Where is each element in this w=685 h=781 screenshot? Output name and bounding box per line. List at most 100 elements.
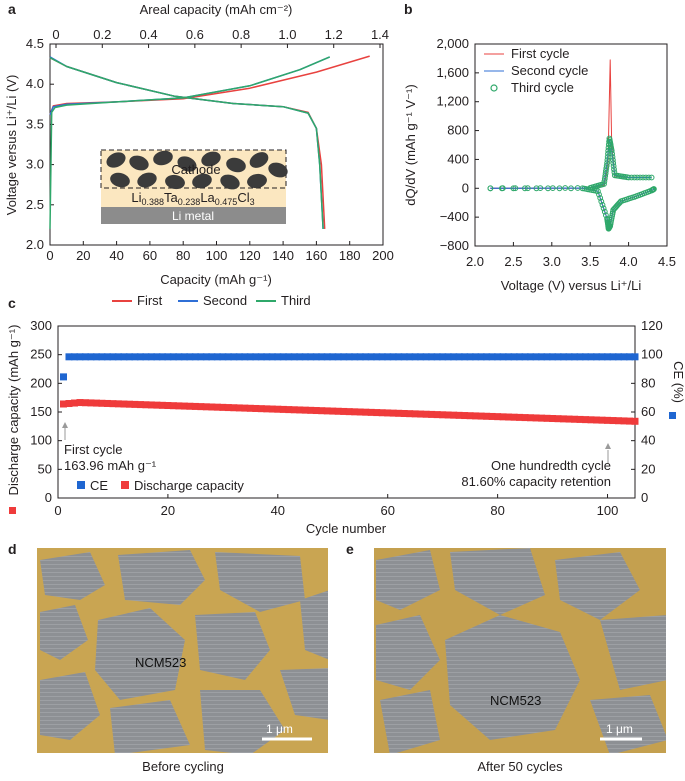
- ce-point: [560, 353, 568, 361]
- ce-point: [109, 353, 117, 361]
- panel-letter-b: b: [404, 1, 413, 17]
- sem-d-grain: [40, 605, 88, 660]
- discharge-capacity-point: [208, 403, 216, 411]
- electrolyte-formula: Li0.388Ta0.238La0.475Cl3: [131, 190, 254, 207]
- ce-point: [527, 353, 535, 361]
- third-cycle-marker: [605, 147, 612, 154]
- ce-point: [626, 353, 634, 361]
- third-cycle-marker: [599, 202, 606, 208]
- cathode-particle: [201, 151, 221, 167]
- discharge-capacity-point: [213, 403, 221, 411]
- ce-point: [494, 353, 502, 361]
- ce-point: [483, 353, 491, 361]
- dqdv-chart: 2.0 2.5 3.0 3.5 4.0 4.5 −800 −400 0 400 800 1,200 1…: [403, 36, 676, 293]
- discharge-capacity-point: [224, 404, 232, 412]
- x-tick-label-c: 20: [161, 503, 175, 518]
- cathode-particle: [129, 155, 149, 171]
- discharge-capacity-point: [351, 408, 359, 416]
- discharge-capacity-point: [158, 401, 166, 409]
- ce-point: [125, 353, 133, 361]
- discharge-capacity-point: [312, 407, 320, 415]
- ce-point: [318, 353, 326, 361]
- annotation-hundredth-line2: 81.60% capacity retention: [461, 474, 611, 489]
- ce-point: [197, 353, 205, 361]
- sem-image-before: NCM523 1 μm Before cycling: [37, 548, 328, 774]
- discharge-capacity-point: [296, 406, 304, 414]
- ce-point: [571, 353, 579, 361]
- y-left-tick-label-c: 100: [30, 433, 52, 448]
- annotation-hundredth-cycle: One hundredth cycle 81.60% capacity rete…: [461, 443, 611, 489]
- ce-point: [549, 353, 557, 361]
- discharge-capacity-point: [378, 409, 386, 417]
- ce-point: [422, 353, 430, 361]
- top-x-tick-label-a: 0.8: [232, 27, 250, 42]
- ce-point: [296, 353, 304, 361]
- discharge-capacity-point: [175, 402, 183, 410]
- y-right-axis-title-c: CE (%): [671, 361, 685, 403]
- discharge-capacity-point: [197, 403, 205, 411]
- y-tick-label-b: −800: [440, 238, 469, 253]
- legend-b: First cycle Second cycle Third cycle: [484, 46, 588, 95]
- third-cycle-marker: [609, 154, 616, 160]
- third-cycle-marker: [640, 174, 646, 181]
- ce-point: [235, 353, 243, 361]
- sem-d-grain: [110, 700, 190, 753]
- discharge-capacity-point: [103, 399, 111, 407]
- discharge-capacity-point: [340, 407, 348, 415]
- x-tick-label-c: 80: [490, 503, 504, 518]
- discharge-capacity-point: [532, 414, 540, 422]
- sem-d-grain: [40, 672, 100, 740]
- x-tick-label-a: 200: [372, 248, 394, 263]
- ce-point: [219, 353, 227, 361]
- sem-e-grain: [445, 615, 580, 740]
- discharge-capacity-point: [114, 400, 122, 408]
- discharge-capacity-point: [593, 416, 601, 424]
- discharge-capacity-point: [120, 400, 128, 408]
- top-x-tick-label-a: 1.0: [278, 27, 296, 42]
- ce-point: [147, 353, 155, 361]
- discharge-capacity-point: [477, 412, 485, 420]
- legend-swatch-third-cycle: [490, 84, 498, 92]
- voltage-profile-chart: 0 20 40 60 80 100 120 140 160 180 200 2.0 2.5 3.0 3.5…: [4, 2, 394, 308]
- discharge-capacity-point: [466, 412, 474, 420]
- discharge-capacity-point: [389, 409, 397, 417]
- ce-point: [252, 353, 260, 361]
- y-tick-label-b: 800: [447, 123, 469, 138]
- y-left-tick-label-c: 150: [30, 404, 52, 419]
- ce-point: [477, 353, 485, 361]
- series-line-second-charge: [49, 56, 330, 116]
- top-x-ticks-a: 0 0.2 0.4 0.6 0.8 1.0 1.2 1.4: [52, 27, 389, 48]
- discharge-capacity-point: [472, 412, 480, 420]
- ce-point: [582, 353, 590, 361]
- x-tick-label-a: 120: [239, 248, 261, 263]
- x-tick-label-a: 60: [143, 248, 157, 263]
- ce-point: [543, 353, 551, 361]
- sem-d-grain: [215, 552, 305, 612]
- ce-point: [246, 353, 254, 361]
- x-axis-title-c: Cycle number: [306, 521, 387, 536]
- discharge-capacity-point: [98, 399, 106, 407]
- y-right-ticks-c: 0 20 40 60 80 100 120: [631, 318, 663, 505]
- sem-d-grain: [40, 552, 105, 600]
- discharge-capacity-point: [230, 404, 238, 412]
- series-line-third-discharge: [49, 57, 324, 229]
- li-metal-label: Li metal: [172, 209, 214, 223]
- discharge-capacity-point: [615, 417, 623, 425]
- legend-swatch-discharge: [121, 481, 129, 489]
- annotation-first-line1: First cycle: [64, 442, 123, 457]
- x-tick-label-a: 0: [46, 248, 53, 263]
- dqdv-curves: [487, 59, 657, 232]
- discharge-capacity-point: [543, 414, 551, 422]
- discharge-capacity-point: [587, 416, 595, 424]
- sem-e-particle-label: NCM523: [490, 693, 541, 708]
- ce-point: [411, 353, 419, 361]
- discharge-capacity-point: [494, 413, 502, 421]
- ce-point: [510, 353, 518, 361]
- ce-point: [505, 353, 513, 361]
- x-tick-label-c: 40: [271, 503, 285, 518]
- ce-point: [136, 353, 144, 361]
- third-cycle-marker: [603, 212, 609, 219]
- x-ticks-b: 2.0 2.5 3.0 3.5 4.0 4.5: [466, 242, 676, 269]
- ce-point: [356, 353, 364, 361]
- x-tick-label-b: 4.5: [658, 254, 676, 269]
